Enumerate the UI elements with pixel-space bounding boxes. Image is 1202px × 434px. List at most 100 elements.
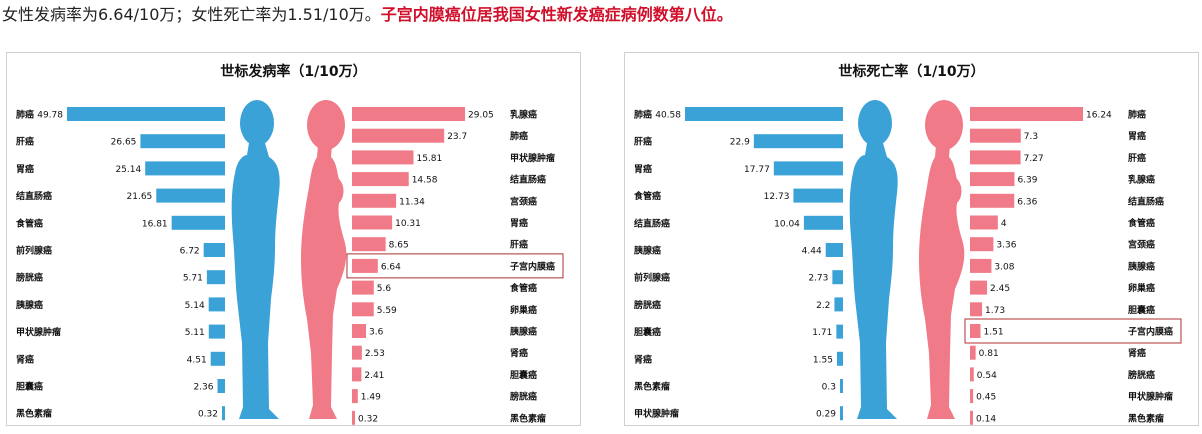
value-label: 14.58: [412, 176, 438, 186]
bar-left: [840, 406, 843, 421]
chart-title: 世标死亡率（1/10万）: [838, 63, 984, 80]
female-head-shape: [307, 100, 345, 150]
category-label: 肾癌: [510, 347, 528, 359]
male-head-shape: [240, 100, 274, 146]
bar-right: [970, 193, 1015, 208]
value-label: 7.27: [1024, 154, 1044, 164]
bar-right: [970, 280, 988, 295]
bar-right: [352, 324, 367, 338]
highlight-box: [964, 318, 1182, 344]
value-label: 4: [1001, 219, 1007, 229]
bar-left: [171, 215, 225, 230]
bar-right: [352, 107, 465, 121]
value-label: 6.72: [180, 247, 200, 257]
value-label: 16.24: [1086, 111, 1112, 121]
bar-left: [206, 270, 225, 285]
category-label: 食管癌: [509, 282, 537, 294]
value-label: 1.71: [812, 328, 832, 338]
category-label: 肺癌: [1128, 109, 1146, 121]
male-body-shape: [231, 143, 280, 419]
value-label: 5.6: [377, 284, 392, 294]
category-label: 胃癌: [1128, 130, 1146, 142]
female-body-shape: [919, 145, 965, 419]
bar-right: [352, 128, 445, 143]
bar-left: [832, 270, 843, 285]
headline: 女性发病率为6.64/10万；女性死亡率为1.51/10万。子宫内膜癌位居我国女…: [2, 4, 733, 26]
category-label: 膀胱癌: [509, 391, 537, 403]
bar-left: [222, 406, 225, 421]
value-label: 2.41: [364, 371, 384, 381]
value-label: 16.81: [142, 219, 168, 229]
category-label: 肺癌: [634, 109, 652, 121]
bar-left: [145, 161, 225, 176]
headline-text: 女性发病率为6.64/10万；女性死亡率为1.51/10万。: [2, 5, 381, 24]
value-label: 49.78: [37, 111, 63, 121]
category-label: 结直肠癌: [510, 174, 546, 186]
value-label: 4.44: [802, 247, 822, 257]
value-label: 1.51: [984, 328, 1004, 338]
bar-right: [970, 367, 974, 382]
category-label: 肾癌: [16, 353, 34, 365]
value-label: 22.9: [730, 138, 750, 148]
value-label: 0.45: [976, 393, 996, 403]
bar-left: [836, 324, 843, 339]
value-label: 2.45: [990, 284, 1010, 294]
value-label: 3.36: [996, 241, 1016, 251]
category-label: 膀胱癌: [633, 299, 661, 311]
incidence-chart-panel: 世标发病率（1/10万） 肺癌 49.78 肝癌 26.65 胃癌 25.14 结直肠癌 21.…: [6, 52, 581, 426]
bar-right: [352, 410, 355, 425]
category-label: 卵巢癌: [510, 304, 537, 316]
bar-right: [970, 172, 1015, 187]
category-label: 食管癌: [633, 190, 661, 202]
value-label: 6.36: [1017, 197, 1037, 207]
value-label: 5.11: [185, 328, 205, 338]
category-label: 黑色素瘤: [634, 381, 670, 393]
category-label: 胰腺癌: [16, 299, 43, 311]
category-label: 乳腺癌: [510, 109, 537, 121]
category-label: 胃癌: [634, 163, 652, 175]
value-label: 0.81: [979, 349, 999, 359]
bar-right: [352, 215, 393, 230]
bar-left: [140, 134, 225, 149]
mortality-chart-panel: 世标死亡率（1/10万） 肺癌 40.58 肝癌 22.9 胃癌 17.77 食管癌 12.73…: [624, 52, 1199, 426]
male-head-shape: [858, 100, 892, 146]
category-label: 胆囊癌: [634, 326, 661, 338]
bar-left: [793, 188, 843, 203]
value-label: 25.14: [115, 165, 141, 175]
value-label: 2.73: [808, 274, 828, 284]
category-label: 胆囊癌: [510, 369, 537, 381]
bar-right: [970, 389, 974, 404]
bar-right: [970, 345, 976, 360]
category-label: 甲状腺肿瘤: [1128, 391, 1173, 403]
category-label: 宫颈癌: [1128, 239, 1155, 251]
bar-right: [970, 324, 981, 338]
body-figures: [231, 100, 347, 419]
value-label: 15.81: [416, 154, 442, 164]
category-label: 膀胱癌: [15, 272, 43, 284]
category-label: 前列腺癌: [16, 245, 52, 257]
category-label: 结直肠癌: [1128, 195, 1164, 207]
bar-right: [352, 367, 362, 382]
value-label: 6.64: [381, 262, 401, 272]
value-label: 10.04: [774, 219, 800, 229]
bar-left: [210, 351, 225, 366]
value-label: 0.32: [198, 410, 218, 420]
body-figures: [849, 100, 965, 419]
bar-right: [970, 302, 983, 317]
category-label: 结直肠癌: [634, 217, 670, 229]
value-label: 3.6: [369, 328, 384, 338]
value-label: 12.73: [764, 192, 790, 202]
value-label: 8.65: [389, 241, 409, 251]
value-label: 26.65: [111, 138, 137, 148]
bar-right: [352, 258, 378, 273]
value-label: 1.73: [985, 306, 1005, 316]
category-label: 黑色素瘤: [16, 408, 52, 420]
category-label: 宫颈癌: [510, 195, 537, 207]
bar-right: [970, 215, 998, 230]
bar-left: [203, 243, 225, 257]
value-label: 3.08: [994, 262, 1014, 272]
bar-right: [970, 107, 1083, 121]
bar-right: [352, 172, 409, 187]
